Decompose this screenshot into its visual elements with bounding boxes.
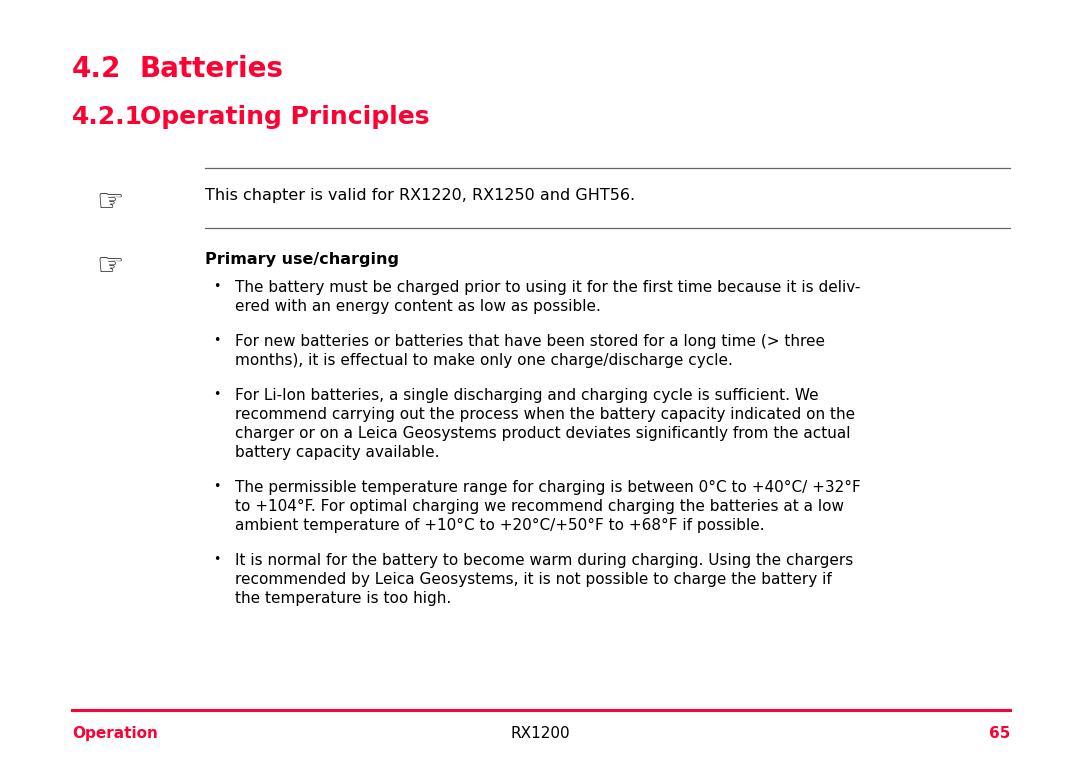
Text: For new batteries or batteries that have been stored for a long time (> three: For new batteries or batteries that have… <box>235 334 825 349</box>
Text: The battery must be charged prior to using it for the first time because it is d: The battery must be charged prior to usi… <box>235 280 861 295</box>
Text: •: • <box>213 388 220 401</box>
Text: 4.2.1: 4.2.1 <box>72 105 143 129</box>
Text: recommend carrying out the process when the battery capacity indicated on the: recommend carrying out the process when … <box>235 407 855 422</box>
Text: •: • <box>213 553 220 566</box>
Text: recommended by Leica Geosystems, it is not possible to charge the battery if: recommended by Leica Geosystems, it is n… <box>235 572 832 587</box>
Text: months), it is effectual to make only one charge/discharge cycle.: months), it is effectual to make only on… <box>235 353 733 368</box>
Text: The permissible temperature range for charging is between 0°C to +40°C/ +32°F: The permissible temperature range for ch… <box>235 480 861 495</box>
Text: ered with an energy content as low as possible.: ered with an energy content as low as po… <box>235 299 600 314</box>
Text: to +104°F. For optimal charging we recommend charging the batteries at a low: to +104°F. For optimal charging we recom… <box>235 499 843 514</box>
Text: 65: 65 <box>988 726 1010 741</box>
Text: Operation: Operation <box>72 726 158 741</box>
Text: battery capacity available.: battery capacity available. <box>235 445 440 460</box>
Text: •: • <box>213 480 220 493</box>
Text: •: • <box>213 334 220 347</box>
Text: It is normal for the battery to become warm during charging. Using the chargers: It is normal for the battery to become w… <box>235 553 853 568</box>
Text: This chapter is valid for RX1220, RX1250 and GHT56.: This chapter is valid for RX1220, RX1250… <box>205 188 635 203</box>
Text: Batteries: Batteries <box>140 55 284 83</box>
Text: Operating Principles: Operating Principles <box>140 105 430 129</box>
Text: 4.2: 4.2 <box>72 55 121 83</box>
Text: the temperature is too high.: the temperature is too high. <box>235 591 451 606</box>
Text: ☞: ☞ <box>96 252 124 281</box>
Text: RX1200: RX1200 <box>510 726 570 741</box>
Text: ☞: ☞ <box>96 188 124 217</box>
Text: ambient temperature of +10°C to +20°C/+50°F to +68°F if possible.: ambient temperature of +10°C to +20°C/+5… <box>235 518 765 533</box>
Text: For Li-Ion batteries, a single discharging and charging cycle is sufficient. We: For Li-Ion batteries, a single dischargi… <box>235 388 819 403</box>
Text: •: • <box>213 280 220 293</box>
Text: charger or on a Leica Geosystems product deviates significantly from the actual: charger or on a Leica Geosystems product… <box>235 426 851 441</box>
Text: Primary use/charging: Primary use/charging <box>205 252 399 267</box>
